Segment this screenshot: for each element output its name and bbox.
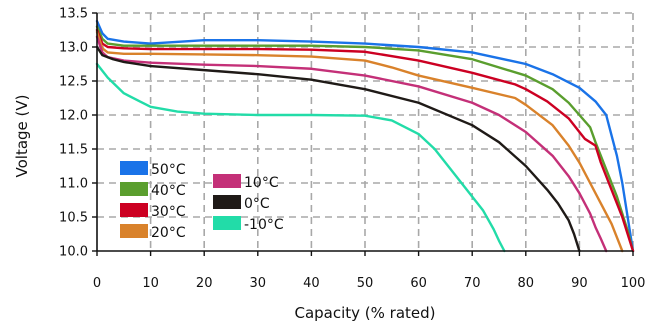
x-tick-label-9: 90 bbox=[571, 276, 588, 291]
x-tick-label-6: 60 bbox=[410, 276, 427, 291]
x-axis-label: Capacity (% rated) bbox=[294, 304, 435, 322]
y-tick-label-7: 13.5 bbox=[59, 7, 88, 22]
series-line-0 bbox=[95, 19, 635, 253]
series-line-6 bbox=[95, 62, 506, 253]
legend-label-2: 30°C bbox=[151, 204, 186, 220]
legend-swatch-5 bbox=[213, 195, 241, 209]
axes bbox=[92, 12, 634, 256]
series-line-4 bbox=[95, 35, 608, 253]
legend-swatch-4 bbox=[213, 174, 241, 188]
x-tick-label-1: 10 bbox=[142, 276, 159, 291]
y-tick-label-0: 10.0 bbox=[59, 245, 88, 260]
legend-label-1: 40°C bbox=[151, 183, 186, 199]
tick-labels: 0 10 20 30 40 50 60 70 80 90 100 10.0 10.5 11.0 11.5 12… bbox=[59, 7, 645, 292]
y-tick-label-4: 12.0 bbox=[59, 109, 88, 124]
x-tick-label-4: 40 bbox=[303, 276, 320, 291]
y-tick-label-6: 13.0 bbox=[59, 41, 88, 56]
legend-label-6: -10°C bbox=[244, 217, 284, 233]
x-tick-label-0: 0 bbox=[93, 276, 101, 291]
series-line-5 bbox=[95, 45, 581, 253]
y-tick-label-1: 10.5 bbox=[59, 211, 88, 226]
series-line-3 bbox=[95, 30, 624, 253]
legend-swatch-6 bbox=[213, 216, 241, 230]
series-line-2 bbox=[95, 28, 635, 253]
y-axis-label: Voltage (V) bbox=[13, 95, 31, 178]
legend-label-0: 50°C bbox=[151, 162, 186, 178]
x-tick-label-7: 70 bbox=[464, 276, 481, 291]
legend-swatch-0 bbox=[120, 161, 148, 175]
y-tick-label-5: 12.5 bbox=[59, 75, 88, 90]
legend-label-5: 0°C bbox=[244, 196, 270, 212]
legend: 50°C 40°C 30°C 20°C 10°C 0°C -10°C bbox=[120, 161, 284, 241]
legend-label-3: 20°C bbox=[151, 225, 186, 241]
series-lines bbox=[95, 19, 635, 253]
x-tick-label-10: 100 bbox=[621, 276, 646, 291]
x-tick-label-8: 80 bbox=[518, 276, 535, 291]
y-tick-label-2: 11.0 bbox=[59, 177, 88, 192]
legend-swatch-1 bbox=[120, 182, 148, 196]
x-tick-label-5: 50 bbox=[357, 276, 374, 291]
series-line-1 bbox=[95, 25, 635, 253]
legend-swatch-2 bbox=[120, 203, 148, 217]
y-tick-label-3: 11.5 bbox=[59, 143, 88, 158]
legend-label-4: 10°C bbox=[244, 175, 279, 191]
legend-swatch-3 bbox=[120, 224, 148, 238]
x-tick-label-2: 20 bbox=[196, 276, 213, 291]
x-tick-label-3: 30 bbox=[250, 276, 267, 291]
